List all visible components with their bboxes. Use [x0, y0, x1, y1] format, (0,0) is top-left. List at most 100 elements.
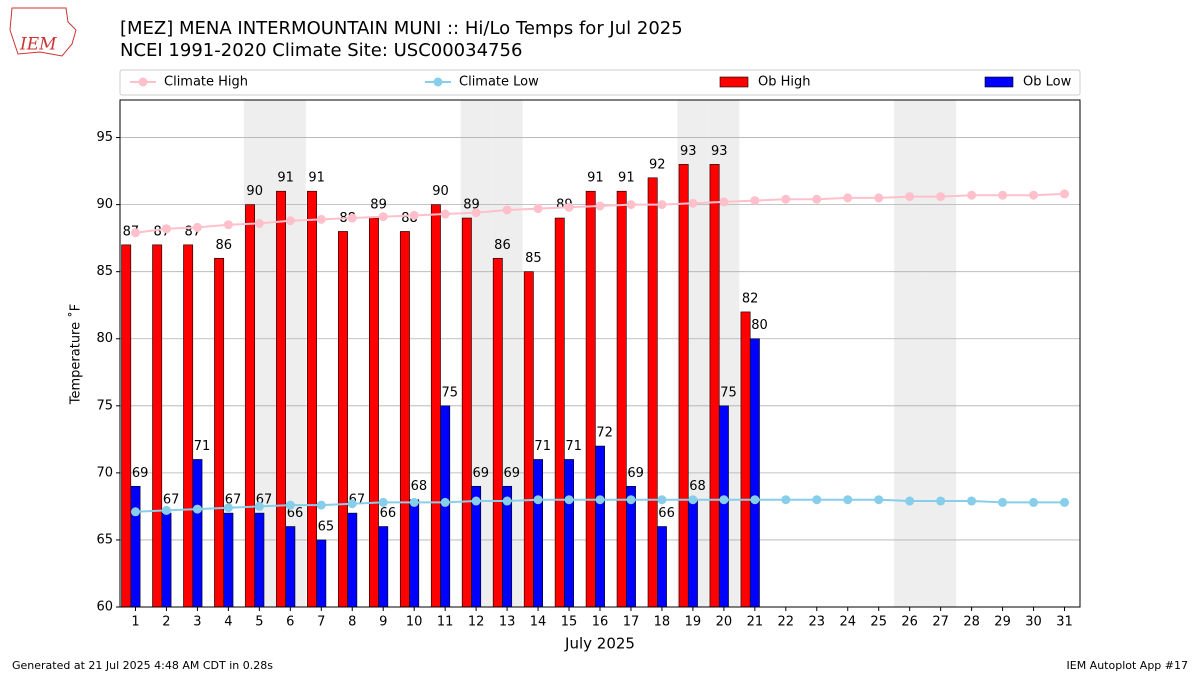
climate-point — [998, 497, 1008, 507]
bar — [626, 485, 636, 608]
x-tick-label: 9 — [379, 615, 387, 630]
climate-point — [595, 495, 605, 505]
y-tick-label: 65 — [96, 532, 113, 547]
climate-point — [626, 495, 636, 505]
footer-left: Generated at 21 Jul 2025 4:48 AM CDT in … — [12, 659, 273, 672]
climate-point — [750, 196, 760, 206]
data-label: 71 — [565, 439, 582, 454]
data-label: 71 — [534, 439, 551, 454]
climate-point — [843, 495, 853, 505]
x-tick-label: 3 — [193, 615, 201, 630]
bar — [554, 217, 565, 608]
data-label: 91 — [277, 171, 294, 186]
climate-point — [874, 193, 884, 203]
x-tick-label: 22 — [778, 615, 795, 630]
bar — [709, 164, 720, 608]
data-label: 71 — [194, 439, 211, 454]
climate-point — [161, 505, 171, 515]
climate-point — [595, 201, 605, 211]
x-tick-label: 29 — [994, 615, 1011, 630]
x-tick-label: 6 — [286, 615, 294, 630]
footer-right: IEM Autoplot App #17 — [1067, 659, 1189, 672]
x-tick-label: 17 — [623, 615, 640, 630]
climate-point — [967, 190, 977, 200]
climate-point — [719, 197, 729, 207]
climate-point — [657, 200, 667, 210]
climate-point — [750, 495, 760, 505]
y-tick-label: 80 — [96, 331, 113, 346]
climate-point — [998, 190, 1008, 200]
bar — [718, 405, 729, 608]
x-tick-label: 26 — [901, 615, 918, 630]
climate-point — [285, 216, 295, 226]
x-tick-label: 20 — [716, 615, 733, 630]
data-label: 65 — [318, 519, 335, 534]
y-tick-label: 75 — [96, 398, 113, 413]
bar — [192, 459, 203, 608]
climate-point — [626, 200, 636, 210]
climate-point — [347, 499, 357, 509]
climate-point — [254, 218, 264, 228]
climate-point — [130, 228, 140, 238]
data-label: 89 — [370, 198, 387, 213]
bar — [740, 311, 751, 608]
bar — [616, 190, 627, 608]
y-tick-label: 90 — [96, 197, 113, 212]
y-axis-label: Temperature ˚F — [68, 304, 84, 405]
data-label: 66 — [658, 506, 675, 521]
bar — [533, 459, 544, 608]
bar — [338, 231, 348, 608]
climate-point — [502, 205, 512, 215]
climate-point — [471, 208, 481, 218]
climate-point — [781, 495, 791, 505]
climate-point — [688, 198, 698, 208]
plot-frame — [119, 99, 1081, 608]
bar — [687, 499, 698, 608]
bar — [656, 526, 667, 608]
climate-point — [843, 193, 853, 203]
bar — [223, 512, 234, 608]
data-label: 91 — [587, 171, 604, 186]
legend-swatch — [984, 76, 1014, 88]
data-label: 68 — [689, 479, 706, 494]
bar — [254, 512, 265, 608]
data-label: 66 — [287, 506, 304, 521]
x-tick-label: 12 — [468, 615, 485, 630]
climate-point — [285, 500, 295, 510]
chart-title: [MEZ] MENA INTERMOUNTAIN MUNI :: Hi/Lo T… — [120, 18, 683, 39]
x-tick-label: 21 — [747, 615, 764, 630]
climate-point — [1060, 497, 1070, 507]
x-tick-label: 15 — [561, 615, 578, 630]
data-label: 66 — [380, 506, 397, 521]
legend-label: Ob Low — [1023, 75, 1072, 90]
climate-point — [409, 210, 419, 220]
bar — [368, 217, 379, 608]
climate-point — [192, 504, 202, 514]
bar — [285, 526, 296, 608]
bar — [430, 204, 441, 608]
data-label: 72 — [596, 426, 613, 441]
climate-point — [409, 497, 419, 507]
data-label: 69 — [503, 466, 520, 481]
bar — [276, 190, 286, 608]
y-tick-label: 95 — [96, 130, 113, 145]
climate-point — [564, 495, 574, 505]
climate-point — [378, 212, 388, 222]
data-label: 91 — [308, 171, 325, 186]
data-label: 80 — [751, 318, 768, 333]
data-label: 90 — [246, 184, 263, 199]
chart-subtitle: NCEI 1991-2020 Climate Site: USC00034756 — [120, 40, 522, 61]
bar — [564, 459, 574, 608]
climate-point — [905, 192, 915, 202]
data-label: 69 — [473, 466, 490, 481]
data-label: 69 — [627, 466, 644, 481]
x-axis-label: July 2025 — [564, 635, 635, 653]
climate-point — [347, 213, 357, 223]
climate-point — [936, 192, 946, 202]
x-tick-label: 13 — [499, 615, 516, 630]
x-tick-label: 16 — [592, 615, 609, 630]
x-tick-label: 28 — [963, 615, 980, 630]
climate-point — [378, 497, 388, 507]
legend-label: Ob High — [758, 75, 811, 90]
x-tick-label: 1 — [131, 615, 139, 630]
